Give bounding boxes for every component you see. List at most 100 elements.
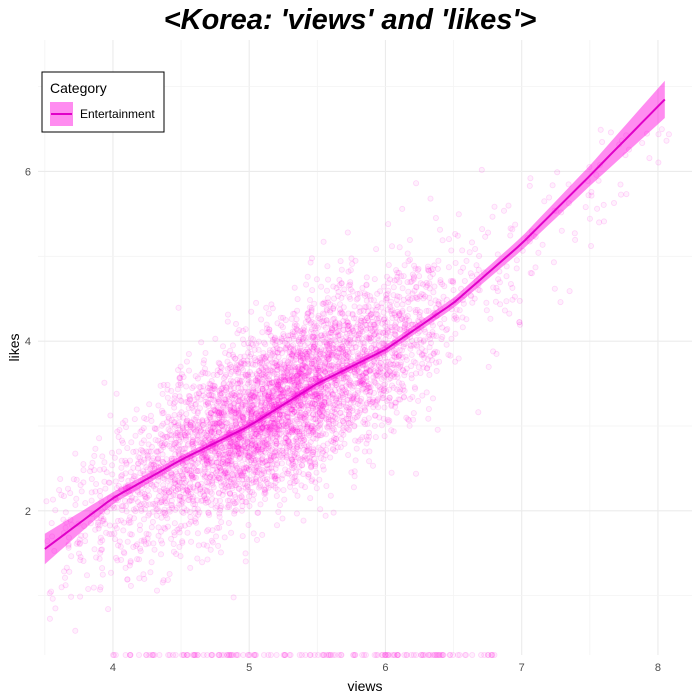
- scatter-point: [287, 479, 294, 486]
- scatter-point: [306, 296, 313, 303]
- y-tick-label: 2: [25, 506, 31, 518]
- scatter-point: [282, 420, 289, 427]
- scatter-point: [361, 381, 368, 388]
- scatter-point: [271, 352, 278, 359]
- scatter-point: [256, 476, 263, 483]
- scatter-point: [99, 453, 106, 460]
- scatter-point: [156, 493, 163, 500]
- scatter-point: [372, 330, 379, 337]
- scatter-point: [78, 488, 85, 495]
- scatter-point: [210, 484, 217, 491]
- scatter-point: [352, 257, 359, 264]
- scatter-point: [236, 445, 243, 452]
- scatter-point: [386, 394, 393, 401]
- scatter-point: [226, 396, 233, 403]
- scatter-point: [453, 306, 460, 313]
- scatter-point: [363, 382, 370, 389]
- scatter-point: [237, 392, 244, 399]
- scatter-point: [99, 508, 106, 515]
- scatter-point: [296, 420, 303, 427]
- scatter-point: [156, 487, 163, 494]
- scatter-point: [475, 286, 482, 293]
- scatter-point: [194, 467, 201, 474]
- scatter-point: [399, 285, 406, 292]
- scatter-point: [148, 417, 155, 424]
- scatter-point: [73, 495, 80, 502]
- scatter-point: [415, 397, 422, 404]
- scatter-point: [325, 418, 332, 425]
- scatter-point: [245, 522, 252, 529]
- scatter-point: [331, 315, 338, 322]
- scatter-point: [57, 475, 64, 482]
- scatter-point: [127, 514, 134, 521]
- scatter-point: [282, 317, 289, 324]
- scatter-point: [236, 431, 243, 438]
- scatter-point: [217, 504, 224, 511]
- scatter-point: [232, 368, 239, 375]
- scatter-point: [168, 502, 175, 509]
- scatter-point: [286, 449, 293, 456]
- scatter-point: [160, 577, 167, 584]
- scatter-point: [445, 264, 452, 271]
- scatter-point: [204, 470, 211, 477]
- scatter-point: [388, 243, 395, 250]
- scatter-point: [241, 340, 248, 347]
- scatter-point: [192, 401, 199, 408]
- scatter-point: [242, 558, 249, 565]
- scatter-point: [317, 332, 324, 339]
- scatter-point: [286, 376, 293, 383]
- scatter-point: [404, 294, 411, 301]
- scatter-point: [241, 419, 248, 426]
- scatter-point: [343, 355, 350, 362]
- scatter-point: [427, 339, 434, 346]
- scatter-point: [168, 486, 175, 493]
- scatter-point: [376, 363, 383, 370]
- scatter-point: [463, 316, 470, 323]
- scatter-point: [259, 329, 266, 336]
- scatter-point: [170, 541, 177, 548]
- scatter-point: [361, 292, 368, 299]
- scatter-point: [315, 373, 322, 380]
- scatter-point: [208, 459, 215, 466]
- scatter-point: [663, 137, 670, 144]
- scatter-point: [160, 485, 167, 492]
- scatter-point: [386, 276, 393, 283]
- scatter-point: [463, 257, 470, 264]
- scatter-point: [385, 287, 392, 294]
- scatter-point: [447, 277, 454, 284]
- scatter-point: [330, 509, 337, 516]
- scatter-point: [362, 407, 369, 414]
- scatter-point: [224, 358, 231, 365]
- scatter-point: [170, 400, 177, 407]
- scatter-point: [331, 337, 338, 344]
- scatter-point: [216, 408, 223, 415]
- scatter-point: [366, 293, 373, 300]
- scatter-point: [340, 304, 347, 311]
- scatter-point: [267, 652, 274, 659]
- scatter-point: [341, 440, 348, 447]
- scatter-point: [329, 391, 336, 398]
- scatter-point: [218, 422, 225, 429]
- scatter-point: [383, 388, 390, 395]
- scatter-point: [247, 456, 254, 463]
- scatter-point: [406, 236, 413, 243]
- scatter-point: [108, 569, 115, 576]
- scatter-point: [296, 345, 303, 352]
- scatter-point: [407, 296, 414, 303]
- scatter-point: [176, 479, 183, 486]
- scatter-point: [236, 434, 243, 441]
- scatter-point: [194, 408, 201, 415]
- scatter-point: [422, 328, 429, 335]
- scatter-point: [212, 434, 219, 441]
- scatter-point: [265, 468, 272, 475]
- scatter-point: [324, 295, 331, 302]
- scatter-point: [305, 376, 312, 383]
- scatter-point: [363, 401, 370, 408]
- scatter-point: [285, 377, 292, 384]
- scatter-point: [294, 438, 301, 445]
- scatter-point: [367, 338, 374, 345]
- scatter-point: [317, 392, 324, 399]
- scatter-point: [253, 478, 260, 485]
- scatter-point: [354, 367, 361, 374]
- scatter-point: [325, 350, 332, 357]
